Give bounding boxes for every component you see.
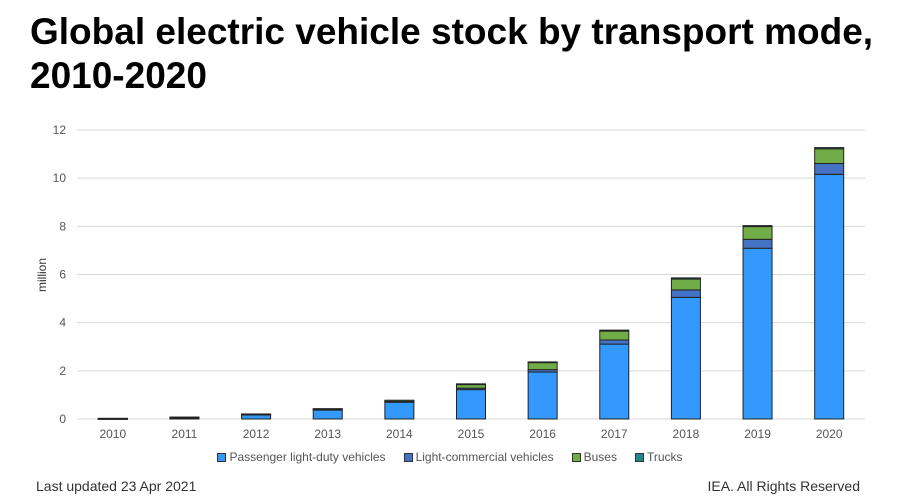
bar-segment: [670, 296, 701, 420]
bar-segment: [814, 148, 845, 164]
legend-swatch: [217, 453, 227, 463]
y-tick-label: 0: [59, 412, 66, 426]
bar-segment: [742, 238, 773, 249]
x-tick-label: 2017: [601, 427, 628, 441]
bar-segment: [599, 330, 630, 341]
legend-swatch: [571, 453, 581, 463]
last-updated: Last updated 23 Apr 2021: [36, 478, 197, 494]
y-tick-label: 6: [59, 268, 66, 282]
stacked-bar-chart: 0 2 4 6 8 10 12 million 2010 2011 2012 2013 2014 2015…: [35, 123, 865, 441]
legend-label: Buses: [583, 450, 617, 464]
legend-item: Passenger light-duty vehicles: [217, 450, 386, 464]
copyright: IEA. All Rights Reserved: [707, 478, 860, 494]
legend-label: Trucks: [646, 450, 683, 464]
x-tick-label: 2013: [314, 427, 341, 441]
bar-segment: [742, 247, 773, 420]
x-tick-label: 2015: [458, 427, 485, 441]
x-tick-label: 2012: [243, 427, 270, 441]
legend: Passenger light-duty vehicles Light-comme…: [0, 450, 900, 464]
x-tick-label: 2014: [386, 427, 413, 441]
x-tick-label: 2016: [529, 427, 556, 441]
x-tick-label: 2018: [673, 427, 700, 441]
bar-segment: [384, 401, 415, 420]
x-tick-label: 2011: [172, 427, 198, 441]
bar-segment: [312, 408, 343, 410]
chart-title: Global electric vehicle stock by transpo…: [30, 11, 874, 96]
legend-label: Passenger light-duty vehicles: [229, 450, 386, 464]
x-tick-label: 2020: [816, 427, 843, 441]
bar-segment: [241, 413, 272, 416]
bar-segment: [169, 416, 200, 419]
y-tick-label: 10: [53, 171, 67, 185]
x-tick-label: 2010: [99, 427, 126, 441]
bar-segment: [814, 147, 845, 150]
bar-segment: [456, 383, 486, 386]
bar-segment: [527, 361, 558, 371]
legend-item: Trucks: [634, 450, 683, 464]
x-tick-label: 2019: [744, 427, 771, 441]
legend-swatch: [634, 453, 644, 463]
legend-swatch: [403, 453, 413, 463]
y-tick-label: 4: [59, 316, 66, 330]
bar-segment: [97, 417, 128, 420]
bar-segment: [599, 339, 630, 345]
bar-segment: [670, 277, 701, 280]
bar-segment: [599, 343, 630, 420]
bar-segment: [599, 329, 630, 332]
bar-segment: [670, 278, 701, 291]
y-tick-label: 12: [53, 123, 67, 137]
y-tick-label: 2: [59, 364, 66, 378]
legend-item: Buses: [571, 450, 617, 464]
y-tick-label: 8: [59, 219, 66, 233]
bar-segment: [742, 226, 773, 240]
bar-segment: [456, 389, 486, 420]
bar-segment: [312, 409, 343, 420]
bar-segment: [527, 371, 558, 420]
bar-segment: [814, 173, 845, 420]
bar-segment: [742, 225, 773, 228]
bar-segment: [814, 162, 845, 175]
legend-label: Light-commercial vehicles: [415, 450, 554, 464]
legend-item: Light-commercial vehicles: [403, 450, 554, 464]
y-axis-label: million: [35, 258, 49, 292]
bar-segment: [527, 361, 558, 364]
bar-segment: [384, 399, 415, 402]
bar-segment: [670, 289, 701, 298]
